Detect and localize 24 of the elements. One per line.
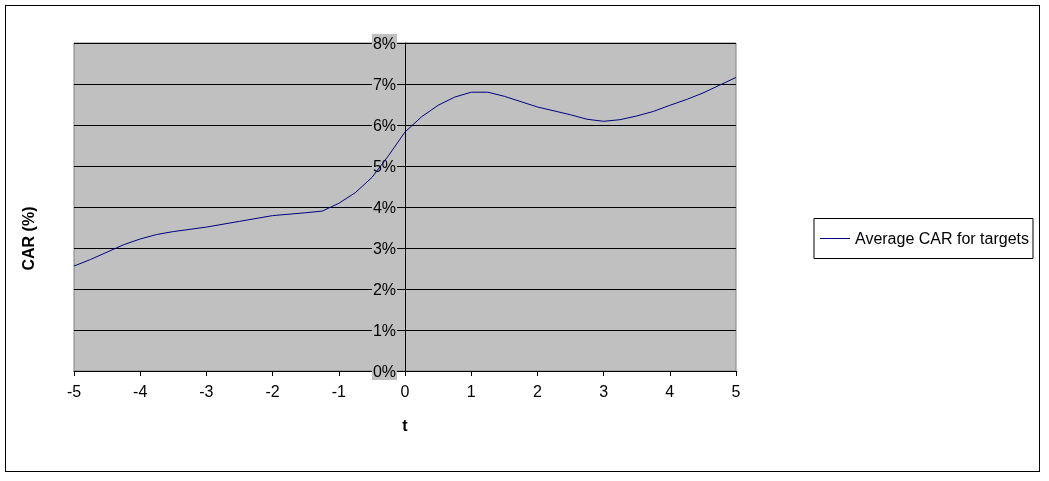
- x-tick-label: 3: [599, 382, 609, 400]
- x-tick-label: 0: [400, 382, 410, 400]
- x-tick-label: -5: [66, 382, 82, 400]
- x-tick-label: 1: [466, 382, 476, 400]
- x-tick-label: -2: [265, 382, 280, 400]
- legend-label: Average CAR for targets: [854, 230, 1030, 247]
- y-tick-label: 2%: [372, 280, 396, 298]
- y-tick-label: 0%: [372, 362, 396, 380]
- y-tick-label: 8%: [372, 34, 396, 52]
- x-axis-title: t: [402, 416, 409, 434]
- y-tick-label: 5%: [372, 157, 396, 175]
- y-tick-label: 1%: [372, 321, 396, 339]
- line-series: [73, 76, 737, 267]
- x-tick-label: 4: [665, 382, 675, 400]
- x-tick-label: -4: [133, 382, 148, 400]
- y-tick-label: 4%: [372, 198, 396, 216]
- y-tick-label: 6%: [372, 116, 396, 134]
- x-tick-label: 2: [532, 382, 542, 400]
- x-tick-label: -1: [331, 382, 347, 400]
- x-tick-label: -3: [199, 382, 214, 400]
- x-tick-label: 5: [731, 382, 741, 400]
- y-tick-label: 3%: [372, 239, 396, 257]
- y-tick-label: 7%: [372, 75, 396, 93]
- y-axis-title: CAR (%): [19, 206, 37, 271]
